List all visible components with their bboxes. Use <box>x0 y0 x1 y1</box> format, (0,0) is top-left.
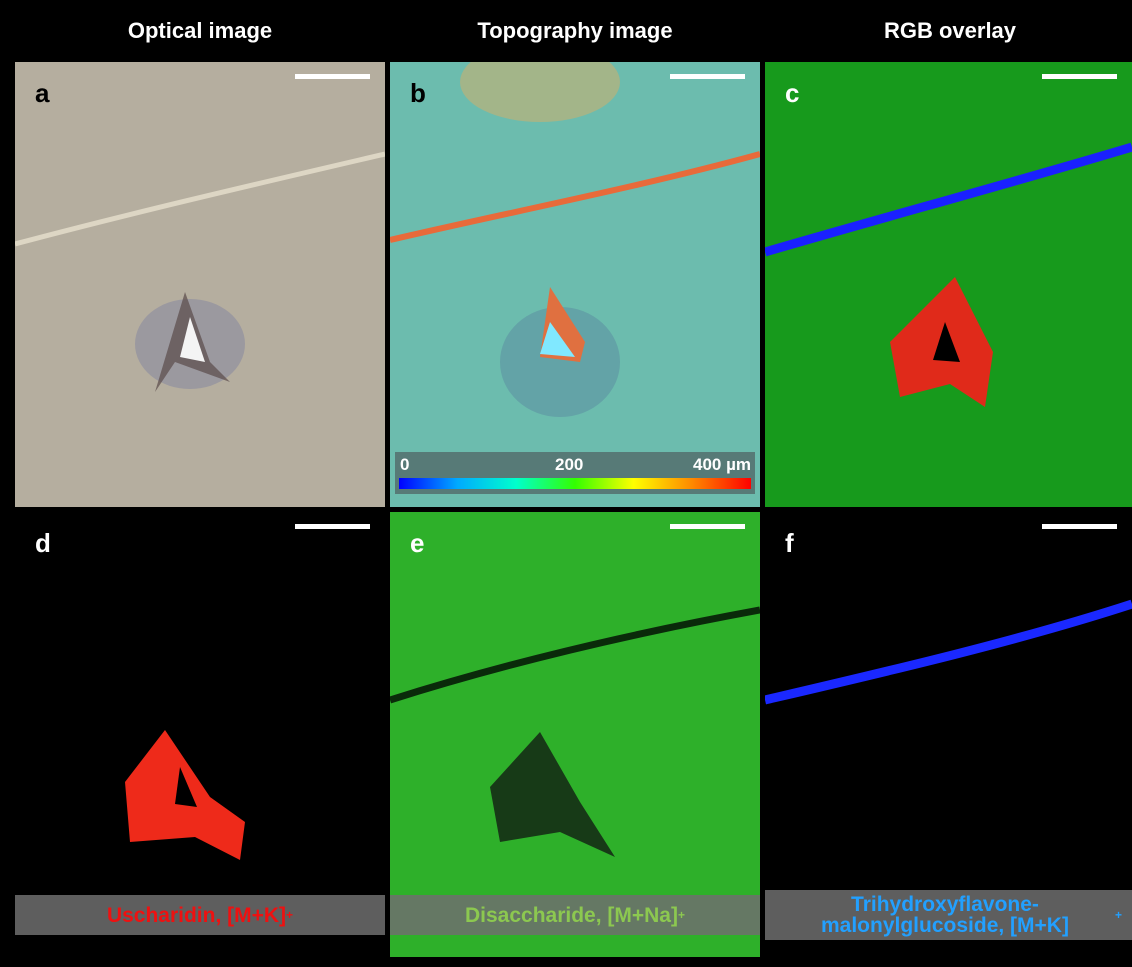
image-content <box>390 62 760 507</box>
panel-letter: e <box>410 528 424 559</box>
colorbar-tick-label: 400 µm <box>693 455 751 475</box>
image-content <box>15 512 385 957</box>
figure: Optical image Topography image RGB overl… <box>0 0 1132 967</box>
colorbar-tick-label: 0 <box>400 455 409 475</box>
ion-image: f Trihydroxyflavone-malonylglucoside, [M… <box>765 512 1132 957</box>
ion-image: e Disaccharide, [M+Na]+ <box>390 512 760 957</box>
scale-bar <box>1042 524 1117 529</box>
panel-letter: c <box>785 78 799 109</box>
ion-label: Trihydroxyflavone-malonylglucoside, [M+K… <box>765 890 1132 940</box>
colorbar-tick-label: 200 <box>555 455 583 475</box>
scale-bar <box>670 524 745 529</box>
image-content <box>15 62 385 507</box>
label-text: Trihydroxyflavone-malonylglucoside, [M+K… <box>775 894 1115 936</box>
panel-letter: a <box>35 78 49 109</box>
panel-letter: f <box>785 528 794 559</box>
color-bar: 0 200 400 µm <box>395 452 755 494</box>
ion-label: Uscharidin, [M+K]+ <box>15 895 385 935</box>
ion-image: d Uscharidin, [M+K]+ <box>15 512 385 957</box>
rgb-overlay-image: c <box>765 62 1132 507</box>
page: {"headers": ["Optical image", "Topograph… <box>0 0 1132 967</box>
scale-bar <box>670 74 745 79</box>
panel-letter: b <box>410 78 426 109</box>
panel-letter: d <box>35 528 51 559</box>
label-superscript: + <box>1115 909 1122 921</box>
label-text: Uscharidin, [M+K] <box>107 905 286 926</box>
label-superscript: + <box>678 909 685 921</box>
column-header: RGB overlay <box>765 18 1132 44</box>
scale-bar <box>295 74 370 79</box>
image-content <box>390 512 760 957</box>
scale-bar <box>1042 74 1117 79</box>
label-text: Disaccharide, [M+Na] <box>465 905 678 926</box>
scale-bar <box>295 524 370 529</box>
colorbar-gradient <box>399 478 751 489</box>
optical-image: a <box>15 62 385 507</box>
column-header: Optical image <box>15 18 385 44</box>
topography-image: b 0 200 400 µm <box>390 62 760 507</box>
label-superscript: + <box>286 909 293 921</box>
ion-label: Disaccharide, [M+Na]+ <box>390 895 760 935</box>
image-content <box>765 62 1132 507</box>
column-header: Topography image <box>390 18 760 44</box>
